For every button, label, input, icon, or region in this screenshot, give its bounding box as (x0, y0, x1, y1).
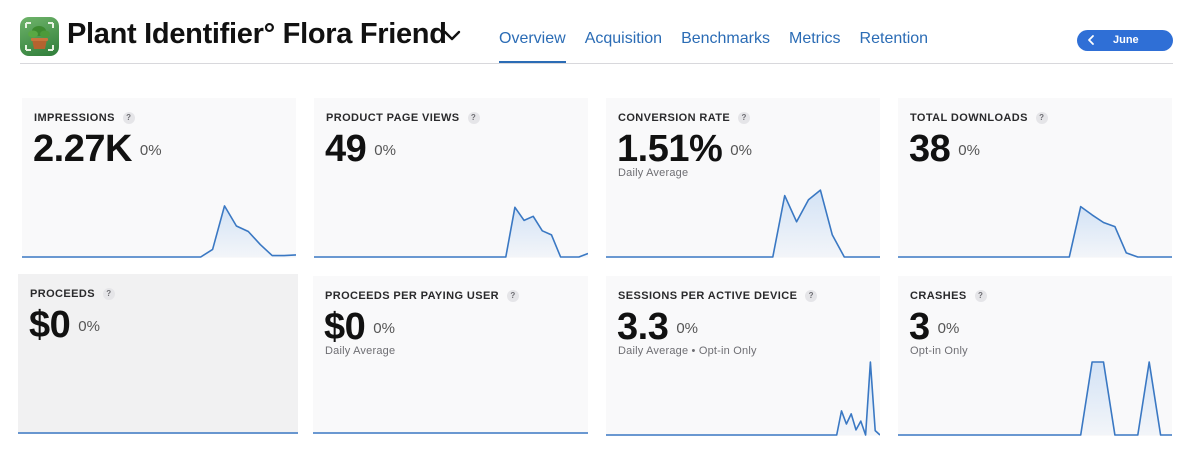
metric-label: PROCEEDS (30, 288, 95, 300)
sparkline-line (314, 206, 588, 258)
metric-value: 3.3 (617, 306, 669, 348)
sparkline (22, 205, 296, 258)
metric-label: IMPRESSIONS (34, 112, 115, 124)
metric-change: 0% (373, 320, 395, 337)
help-icon[interactable]: ? (1035, 112, 1048, 124)
tab-bar: Overview Acquisition Benchmarks Metrics … (499, 30, 947, 63)
metric-card-conversion-rate[interactable]: CONVERSION RATE? 1.51% 0% Daily Average (606, 98, 880, 258)
metric-label: CRASHES (910, 290, 967, 302)
sparkline-line (898, 361, 1172, 436)
metric-value: 3 (909, 306, 930, 348)
sparkline (606, 361, 880, 436)
metric-subtitle: Daily Average • Opt-in Only (618, 345, 757, 357)
sparkline-area (898, 206, 1172, 257)
sparkline-area (606, 190, 880, 257)
metric-value: 38 (909, 128, 951, 170)
metric-change: 0% (937, 320, 960, 337)
sparkline-area (898, 362, 1172, 435)
metric-card-crashes[interactable]: CRASHES? 3 0% Opt-in Only (898, 276, 1172, 436)
metric-change: 0% (676, 320, 699, 337)
sparkline (18, 432, 298, 434)
metric-value: 2.27K (33, 128, 132, 170)
sparkline-area (22, 205, 296, 257)
app-title[interactable]: Plant Identifier° Flora Friend (67, 18, 447, 50)
month-selector[interactable]: June (1077, 30, 1173, 51)
metric-change: 0% (139, 142, 162, 159)
help-icon[interactable]: ? (122, 112, 135, 124)
plant-pot-icon (25, 22, 54, 51)
sparkline (606, 189, 880, 258)
metric-label: TOTAL DOWNLOADS (910, 112, 1028, 124)
header: Plant Identifier° Flora Friend Overview … (0, 0, 1200, 64)
help-icon[interactable]: ? (102, 288, 115, 300)
header-divider (20, 63, 1173, 64)
metric-card-product-page-views[interactable]: PRODUCT PAGE VIEWS? 49 0% (314, 98, 588, 258)
sparkline (898, 361, 1172, 436)
metric-label: PRODUCT PAGE VIEWS (326, 112, 460, 124)
tab-retention[interactable]: Retention (859, 30, 929, 47)
tab-acquisition[interactable]: Acquisition (584, 30, 663, 47)
sparkline-line (22, 205, 296, 258)
chevron-left-icon[interactable] (1086, 34, 1096, 46)
metric-value: $0 (29, 304, 71, 346)
app-icon (20, 17, 59, 56)
metric-subtitle: Daily Average (618, 167, 689, 179)
metric-value: 49 (325, 128, 367, 170)
help-icon[interactable]: ? (467, 112, 480, 124)
chevron-down-icon[interactable] (441, 24, 463, 46)
metric-change: 0% (78, 318, 100, 335)
help-icon[interactable]: ? (738, 112, 751, 124)
metric-subtitle: Opt-in Only (910, 345, 968, 357)
month-label: June (1113, 34, 1139, 46)
sparkline-area (606, 362, 880, 435)
metric-card-total-downloads[interactable]: TOTAL DOWNLOADS? 38 0% (898, 98, 1172, 258)
metric-change: 0% (374, 142, 396, 159)
tab-overview[interactable]: Overview (499, 30, 566, 63)
tab-benchmarks[interactable]: Benchmarks (681, 30, 770, 47)
sparkline-area (314, 207, 588, 257)
sparkline-line (606, 189, 880, 258)
metric-card-sessions-per-active-device[interactable]: SESSIONS PER ACTIVE DEVICE? 3.3 0% Daily … (606, 276, 880, 436)
metric-label: PROCEEDS PER PAYING USER (325, 290, 500, 302)
metric-label: SESSIONS PER ACTIVE DEVICE (618, 290, 798, 302)
sparkline-line (898, 205, 1172, 258)
metric-value: $0 (324, 306, 366, 348)
metric-label: CONVERSION RATE (618, 112, 731, 124)
metric-card-proceeds[interactable]: PROCEEDS? $0 0% (18, 274, 298, 434)
help-icon[interactable]: ? (507, 290, 520, 302)
metric-change: 0% (730, 142, 752, 159)
metric-value: 1.51% (617, 128, 723, 170)
help-icon[interactable]: ? (974, 290, 987, 302)
sparkline (898, 205, 1172, 258)
metric-change: 0% (958, 142, 980, 159)
sparkline (314, 206, 588, 258)
help-icon[interactable]: ? (805, 290, 818, 302)
tab-metrics[interactable]: Metrics (788, 30, 841, 47)
metric-subtitle: Daily Average (325, 345, 396, 357)
metric-card-proceeds-per-paying-user[interactable]: PROCEEDS PER PAYING USER? $0 0% Daily Ave… (313, 276, 588, 434)
sparkline (313, 432, 588, 434)
metric-card-impressions[interactable]: IMPRESSIONS? 2.27K 0% (22, 98, 296, 258)
sparkline-line (606, 361, 880, 436)
